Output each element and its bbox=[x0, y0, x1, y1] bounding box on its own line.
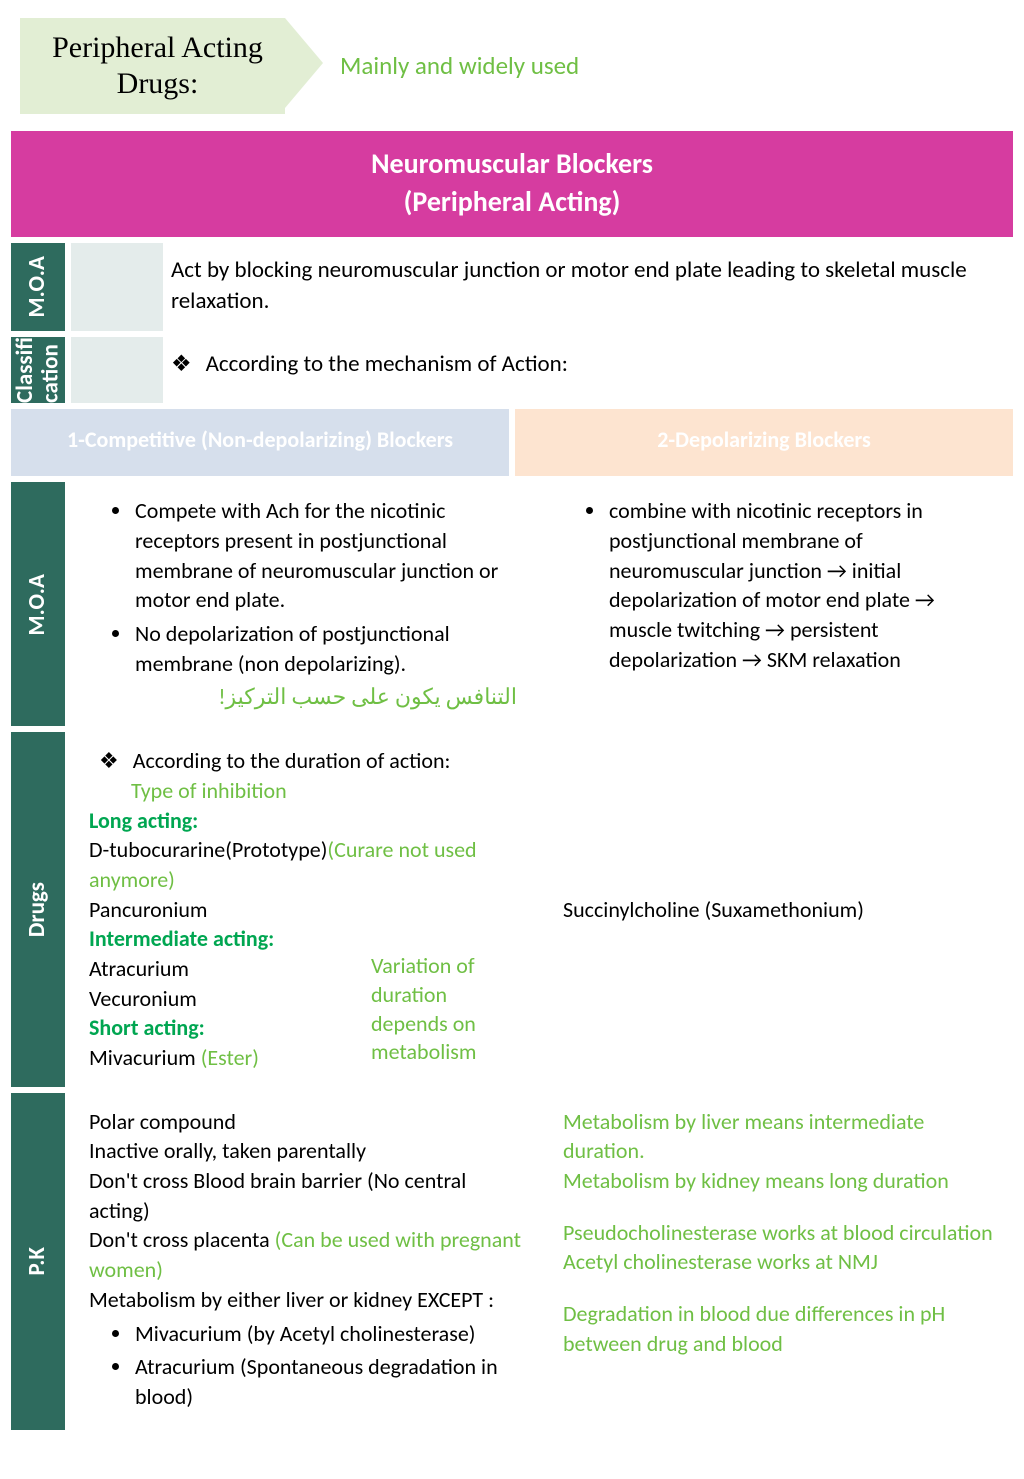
sub-head-row: 1-Competitive (Non-depolarizing) Blocker… bbox=[8, 406, 1016, 480]
drugs-long-label: Long acting: bbox=[89, 806, 523, 836]
moa-left-cell: Compete with Ach for the nicotinic recep… bbox=[68, 479, 542, 729]
row-drugs: Drugs According to the duration of actio… bbox=[8, 729, 1016, 1090]
label-pk: P.K bbox=[8, 1090, 68, 1433]
moa-full-text: Act by blocking neuromuscular junction o… bbox=[171, 256, 967, 315]
moa-right-cell: combine with nicotinic receptors in post… bbox=[542, 479, 1016, 729]
table-title: Neuromuscular Blockers (Peripheral Actin… bbox=[8, 128, 1016, 240]
main-table: Neuromuscular Blockers (Peripheral Actin… bbox=[0, 128, 1024, 1433]
moa-left-b2: No depolarization of postjunctional memb… bbox=[133, 619, 523, 678]
corner-shade bbox=[71, 243, 163, 331]
label-drugs: Drugs bbox=[8, 729, 68, 1090]
pk-r1: Metabolism by liver means intermediate d… bbox=[563, 1108, 924, 1165]
pk-l4: Don't cross placenta (Can be used with p… bbox=[89, 1225, 523, 1284]
drugs-intro-note: Type of inhibition bbox=[89, 776, 523, 806]
pk-r5: Degradation in blood due differences in … bbox=[563, 1300, 945, 1357]
pk-r4: Acetyl cholinesterase works at NMJ bbox=[563, 1248, 878, 1275]
pk-left-cell: Polar compound Inactive orally, taken pa… bbox=[68, 1090, 542, 1433]
row-moa-full: M.O.A Act by blocking neuromuscular junc… bbox=[8, 240, 1016, 334]
subhead-competitive: 1-Competitive (Non-depolarizing) Blocker… bbox=[8, 406, 512, 480]
label-classif: Classifi cation bbox=[8, 334, 68, 406]
pk-l1: Polar compound bbox=[89, 1107, 523, 1137]
pk-lb1: Mivacurium (by Acetyl cholinesterase) bbox=[133, 1319, 523, 1349]
pk-r3: Pseudocholinesterase works at blood circ… bbox=[563, 1219, 993, 1246]
header-arrow: Peripheral Acting Drugs: bbox=[20, 18, 285, 114]
pk-right-cell: Metabolism by liver means intermediate d… bbox=[542, 1090, 1016, 1433]
row-classif: Classifi cation According to the mechani… bbox=[8, 334, 1016, 406]
pk-l3: Don't cross Blood brain barrier (No cent… bbox=[89, 1166, 523, 1225]
corner-shade bbox=[71, 337, 163, 403]
drugs-long-2: Pancuronium bbox=[89, 895, 523, 925]
drugs-body: According to the duration of action: Typ… bbox=[68, 729, 1016, 1090]
moa-full-content: Act by blocking neuromuscular junction o… bbox=[68, 240, 1016, 334]
pk-r2: Metabolism by kidney means long duration bbox=[563, 1167, 949, 1194]
subhead-depolarizing: 2-Depolarizing Blockers bbox=[512, 406, 1016, 480]
drugs-long-1: D-tubocurarine(Prototype)(Curare not use… bbox=[89, 835, 523, 894]
arrow-title-l2: Drugs: bbox=[117, 67, 199, 100]
drugs-intro: According to the duration of action: bbox=[99, 747, 450, 774]
drugs-left-cell: According to the duration of action: Typ… bbox=[68, 729, 542, 1090]
moa-right-b1: combine with nicotinic receptors in post… bbox=[607, 496, 997, 674]
title-line1: Neuromuscular Blockers bbox=[371, 146, 653, 181]
header-arrow-block: Peripheral Acting Drugs: Mainly and wide… bbox=[0, 0, 1024, 128]
label-moa2: M.O.A bbox=[8, 479, 68, 729]
classif-text: According to the mechanism of Action: bbox=[171, 350, 568, 378]
moa-split-body: Compete with Ach for the nicotinic recep… bbox=[68, 479, 1016, 729]
title-line2: (Peripheral Acting) bbox=[404, 184, 621, 219]
moa-left-b1: Compete with Ach for the nicotinic recep… bbox=[133, 496, 523, 615]
row-moa-split: M.O.A Compete with Ach for the nicotinic… bbox=[8, 479, 1016, 729]
pk-lb2: Atracurium (Spontaneous degradation in b… bbox=[133, 1352, 523, 1411]
drugs-right-text: Succinylcholine (Suxamethonium) bbox=[563, 895, 864, 925]
moa-left-ar: التنافس يكون على حسب التركيز! bbox=[89, 682, 523, 712]
classif-content: According to the mechanism of Action: bbox=[68, 334, 1016, 406]
drugs-right-cell: Succinylcholine (Suxamethonium) bbox=[542, 729, 1016, 1090]
label-moa: M.O.A bbox=[8, 240, 68, 334]
pk-l2: Inactive orally, taken parentally bbox=[89, 1136, 523, 1166]
pk-body: Polar compound Inactive orally, taken pa… bbox=[68, 1090, 1016, 1433]
arrow-caption: Mainly and widely used bbox=[340, 49, 579, 83]
drugs-side-note: Variation of duration depends on metabol… bbox=[371, 952, 521, 1066]
arrow-title-l1: Peripheral Acting bbox=[52, 31, 263, 64]
drugs-inter-label: Intermediate acting: bbox=[89, 924, 523, 954]
pk-l5: Metabolism by either liver or kidney EXC… bbox=[89, 1285, 523, 1315]
row-pk: P.K Polar compound Inactive orally, take… bbox=[8, 1090, 1016, 1433]
